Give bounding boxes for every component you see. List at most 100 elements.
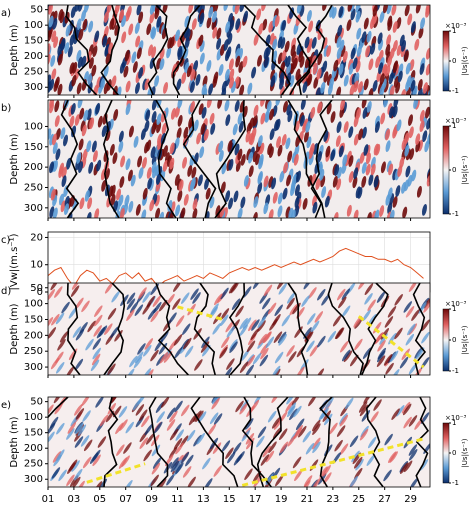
heatmap-streak <box>417 79 423 91</box>
heatmap-streak <box>104 283 114 294</box>
heatmap-streak <box>194 5 200 12</box>
contour <box>287 283 309 375</box>
heatmap-streak <box>107 403 117 415</box>
heatmap-streak <box>263 175 269 188</box>
heatmap-streak <box>396 44 402 56</box>
heatmap-streak <box>94 305 103 318</box>
heatmap-streak <box>210 303 219 315</box>
panel-label: c) <box>1 235 10 246</box>
heatmap-streak <box>285 55 291 68</box>
heatmap-streak <box>174 346 183 359</box>
heatmap-streak <box>374 121 380 133</box>
heatmap-streak <box>135 404 145 416</box>
heatmap-streak <box>262 18 268 31</box>
heatmap-streak <box>92 347 101 360</box>
heatmap-streak <box>257 54 262 67</box>
heatmap-streak <box>48 15 54 28</box>
heatmap-streak <box>188 5 194 14</box>
x-tick-label: 15 <box>223 494 236 505</box>
heatmap-streak <box>156 100 162 108</box>
heatmap-streak <box>289 7 295 20</box>
heatmap-streak <box>287 434 296 447</box>
heatmap-streak <box>387 305 397 318</box>
heatmap-streak <box>286 345 295 357</box>
heatmap-streak <box>264 110 270 123</box>
heatmap-streak <box>294 469 303 482</box>
heatmap-streak <box>382 63 388 76</box>
heatmap-streak <box>231 298 241 311</box>
heatmap-streak <box>79 197 85 210</box>
x-tick-label: 29 <box>404 494 417 505</box>
heatmap-streak <box>266 100 272 113</box>
heatmap-streak <box>84 189 90 202</box>
wave-ray <box>177 305 224 321</box>
colorbar-tick-label: -1 <box>452 87 459 95</box>
heatmap-streak <box>235 18 241 31</box>
heatmap-streak <box>396 119 402 132</box>
heatmap-streak <box>192 208 198 218</box>
contour <box>48 397 69 419</box>
x-tick-label: 01 <box>42 494 55 505</box>
heatmap-streak <box>396 405 405 417</box>
heatmap-streak <box>110 397 119 404</box>
contour <box>319 397 333 487</box>
heatmap-streak <box>94 314 103 327</box>
heatmap-streak <box>241 349 250 361</box>
heatmap-streak <box>91 64 97 77</box>
heatmap-streak <box>60 127 66 140</box>
heatmap-streak <box>223 39 229 51</box>
heatmap-streak <box>362 347 372 359</box>
heatmap-streak <box>111 290 120 303</box>
heatmap-streak <box>59 330 69 343</box>
heatmap-streak <box>380 112 386 125</box>
heatmap-streak <box>277 205 283 218</box>
heatmap-streak <box>276 283 286 290</box>
heatmap-streak <box>263 284 273 297</box>
heatmap-streak <box>387 202 393 215</box>
heatmap-streak <box>214 293 223 306</box>
heatmap-streak <box>234 5 240 15</box>
heatmap-streak <box>245 130 251 143</box>
heatmap-streak <box>187 165 193 177</box>
heatmap-streak <box>184 37 190 50</box>
contour <box>172 5 201 95</box>
heatmap-streak <box>405 79 411 92</box>
heatmap-streak <box>193 410 202 423</box>
heatmap-streak <box>199 52 205 65</box>
heatmap-streak <box>233 190 239 203</box>
heatmap-streak <box>361 100 367 109</box>
heatmap-streak <box>294 196 300 209</box>
heatmap-streak <box>134 82 140 95</box>
heatmap-streak <box>401 401 411 414</box>
heatmap-streak <box>380 161 386 174</box>
heatmap-streak <box>166 407 176 420</box>
heatmap-streak <box>348 62 354 75</box>
heatmap-streak <box>181 72 187 84</box>
heatmap-streak <box>404 5 410 17</box>
heatmap-streak <box>403 416 412 429</box>
heatmap-streak <box>358 81 363 93</box>
heatmap-streak <box>57 53 63 66</box>
heatmap-streak <box>353 133 359 146</box>
heatmap-streak <box>253 33 259 46</box>
heatmap-streak <box>388 106 394 118</box>
contour <box>214 100 247 218</box>
heatmap-streak <box>234 100 240 112</box>
heatmap-streak <box>383 469 392 482</box>
heatmap-streak <box>335 135 341 147</box>
heatmap-streak <box>312 441 321 454</box>
heatmap-streak <box>141 209 147 218</box>
heatmap-streak <box>363 78 369 91</box>
heatmap-streak <box>226 325 236 338</box>
heatmap-streak <box>346 19 352 32</box>
heatmap-streak <box>119 61 125 74</box>
heatmap-streak <box>372 5 378 17</box>
contour <box>365 397 384 487</box>
heatmap-streak <box>193 60 199 72</box>
heatmap-streak <box>338 6 344 18</box>
heatmap-streak <box>126 309 135 321</box>
heatmap-streak <box>309 344 319 357</box>
colorbar-multiplier: ×10⁻³ <box>445 22 466 30</box>
heatmap-streak <box>128 23 134 36</box>
heatmap-streak <box>52 451 62 463</box>
